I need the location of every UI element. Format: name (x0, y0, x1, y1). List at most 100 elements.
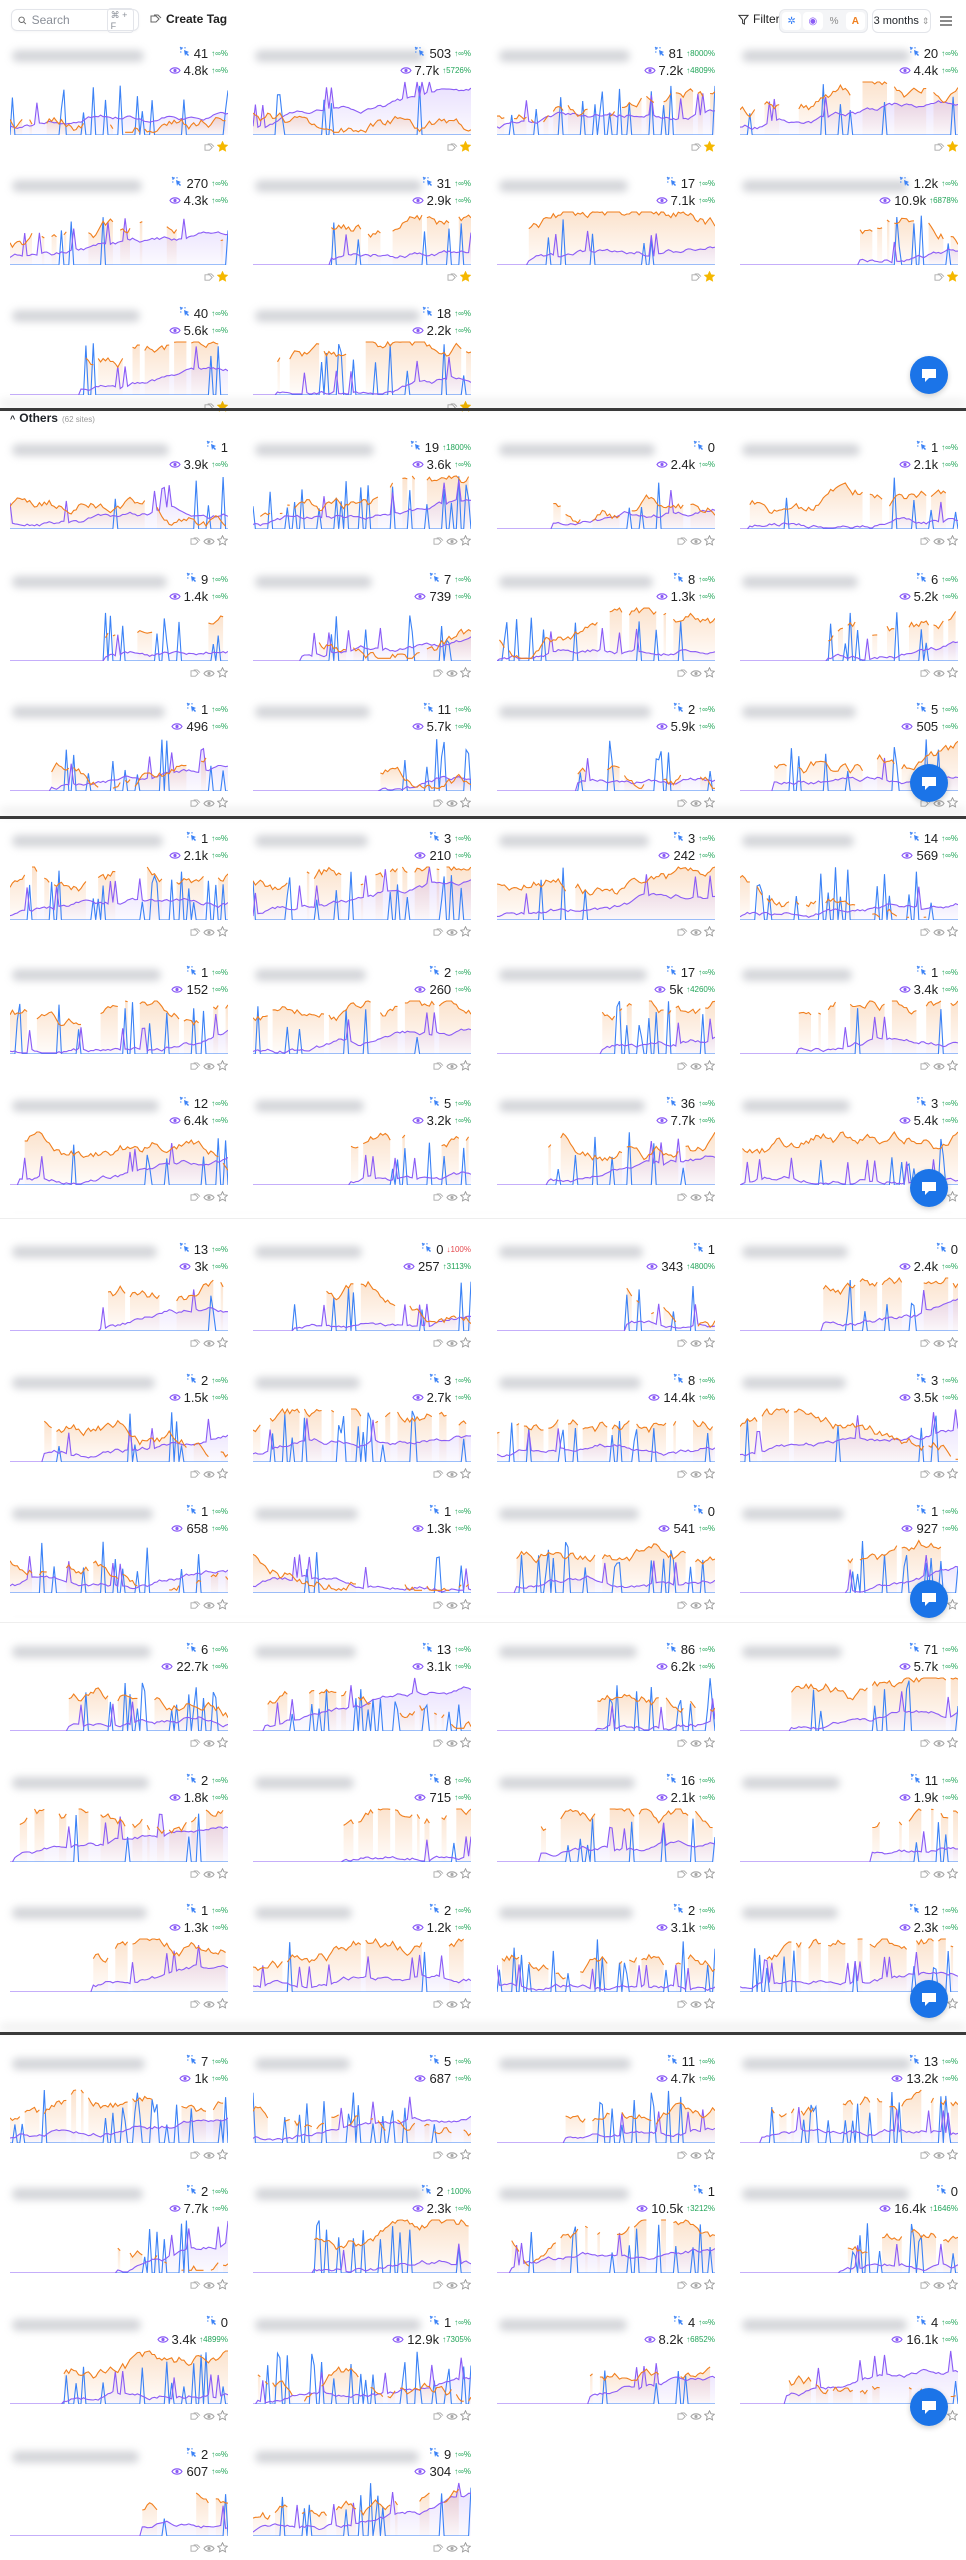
star-icon[interactable] (703, 1996, 716, 2014)
site-name-blurred[interactable] (499, 2188, 629, 2200)
site-card[interactable]: 1 ↑∞% 658 ↑∞% (10, 1502, 230, 1612)
site-name-blurred[interactable] (742, 1646, 842, 1658)
site-name-blurred[interactable] (255, 50, 424, 62)
site-card[interactable]: 0 ↓100% 257 ↑3113% (253, 1240, 473, 1350)
eye-icon[interactable] (446, 1996, 458, 2014)
star-icon[interactable] (946, 1466, 959, 1484)
site-name-blurred[interactable] (742, 576, 858, 588)
eye-icon[interactable] (690, 665, 702, 683)
eye-icon[interactable] (203, 1735, 215, 1753)
site-card[interactable]: 3 ↑∞% 2.7k ↑∞% (253, 1371, 473, 1481)
tag-icon[interactable] (920, 924, 931, 942)
star-icon[interactable] (946, 2277, 959, 2295)
eye-icon[interactable] (933, 2277, 945, 2295)
site-card[interactable]: 3 ↑∞% 3.5k ↑∞% (740, 1371, 960, 1481)
menu-button[interactable] (940, 13, 952, 31)
site-name-blurred[interactable] (255, 1100, 364, 1112)
tag-icon[interactable] (677, 1866, 688, 1884)
site-name-blurred[interactable] (12, 2319, 141, 2331)
star-icon[interactable] (459, 2540, 472, 2558)
site-card[interactable]: 5 ↑∞% 687 ↑∞% (253, 2052, 473, 2162)
site-name-blurred[interactable] (255, 2058, 350, 2070)
tag-icon[interactable] (433, 2408, 444, 2426)
eye-icon[interactable] (203, 2540, 215, 2558)
eye-icon[interactable] (203, 924, 215, 942)
eye-icon[interactable] (203, 1996, 215, 2014)
tag-icon[interactable] (433, 924, 444, 942)
site-name-blurred[interactable] (499, 1100, 645, 1112)
tag-icon[interactable] (433, 1189, 444, 1207)
star-icon[interactable] (216, 665, 229, 683)
eye-icon[interactable] (203, 2147, 215, 2165)
star-icon[interactable] (459, 2277, 472, 2295)
star-icon[interactable] (459, 1866, 472, 1884)
star-icon[interactable] (703, 2147, 716, 2165)
star-icon[interactable] (216, 1735, 229, 1753)
eye-icon[interactable] (933, 1335, 945, 1353)
star-icon[interactable] (703, 533, 716, 551)
tag-icon[interactable] (920, 1335, 931, 1353)
site-name-blurred[interactable] (12, 180, 142, 192)
site-name-blurred[interactable] (742, 444, 860, 456)
site-name-blurred[interactable] (499, 1777, 635, 1789)
eye-icon[interactable] (203, 1466, 215, 1484)
star-icon[interactable] (459, 1058, 472, 1076)
eye-icon[interactable] (203, 1335, 215, 1353)
eye-icon[interactable] (446, 2408, 458, 2426)
site-name-blurred[interactable] (255, 1377, 360, 1389)
site-name-blurred[interactable] (255, 2451, 419, 2463)
site-name-blurred[interactable] (742, 969, 852, 981)
site-card[interactable]: 2 ↑∞% 1.5k ↑∞% (10, 1371, 230, 1481)
site-name-blurred[interactable] (499, 1907, 633, 1919)
eye-icon[interactable] (933, 1058, 945, 1076)
eye-icon[interactable] (933, 2147, 945, 2165)
site-card[interactable]: 1 ↑∞% 496 ↑∞% (10, 700, 230, 810)
tag-icon[interactable] (190, 665, 201, 683)
star-icon[interactable] (216, 1996, 229, 2014)
tag-icon[interactable] (433, 1735, 444, 1753)
tag-icon[interactable] (677, 1335, 688, 1353)
tag-icon[interactable] (433, 795, 444, 813)
site-card[interactable]: 2 ↑∞% 1.2k ↑∞% (253, 1901, 473, 2011)
site-name-blurred[interactable] (12, 1377, 155, 1389)
site-card[interactable]: 18 ↑∞% 2.2k ↑∞% (253, 304, 473, 414)
site-card[interactable]: 0 2.4k ↑∞% (497, 438, 717, 548)
eye-icon[interactable] (203, 533, 215, 551)
tag-icon[interactable] (447, 139, 458, 157)
star-icon[interactable] (459, 1735, 472, 1753)
star-icon[interactable] (459, 1189, 472, 1207)
site-card[interactable]: 1 ↑∞% 1.3k ↑∞% (10, 1901, 230, 2011)
star-icon[interactable] (946, 1866, 959, 1884)
tag-icon[interactable] (920, 2147, 931, 2165)
site-name-blurred[interactable] (12, 2188, 143, 2200)
site-name-blurred[interactable] (499, 50, 630, 62)
site-name-blurred[interactable] (12, 2451, 139, 2463)
site-name-blurred[interactable] (12, 835, 163, 847)
eye-icon[interactable] (446, 1735, 458, 1753)
eye-icon[interactable] (933, 924, 945, 942)
site-card[interactable]: 3 ↑∞% 210 ↑∞% (253, 829, 473, 939)
tag-icon[interactable] (433, 1996, 444, 2014)
tag-icon[interactable] (433, 1866, 444, 1884)
site-name-blurred[interactable] (742, 50, 910, 62)
eye-icon[interactable] (933, 1866, 945, 1884)
star-icon[interactable] (459, 795, 472, 813)
site-name-blurred[interactable] (742, 1246, 848, 1258)
tag-icon[interactable] (920, 533, 931, 551)
star-icon[interactable] (946, 1597, 959, 1615)
tag-icon[interactable] (204, 269, 215, 287)
site-name-blurred[interactable] (499, 1246, 643, 1258)
toggle-views[interactable]: ◉ (803, 12, 823, 30)
tag-icon[interactable] (433, 1335, 444, 1353)
site-name-blurred[interactable] (255, 576, 372, 588)
toggle-ctr[interactable]: % (825, 12, 844, 30)
tag-icon[interactable] (190, 1058, 201, 1076)
tag-icon[interactable] (934, 269, 945, 287)
tag-icon[interactable] (190, 1735, 201, 1753)
site-card[interactable]: 12 ↑∞% 6.4k ↑∞% (10, 1094, 230, 1204)
tag-icon[interactable] (433, 2277, 444, 2295)
star-icon[interactable] (703, 1189, 716, 1207)
site-card[interactable]: 12 ↑∞% 2.3k ↑∞% (740, 1901, 960, 2011)
star-icon[interactable] (216, 2277, 229, 2295)
eye-icon[interactable] (446, 795, 458, 813)
